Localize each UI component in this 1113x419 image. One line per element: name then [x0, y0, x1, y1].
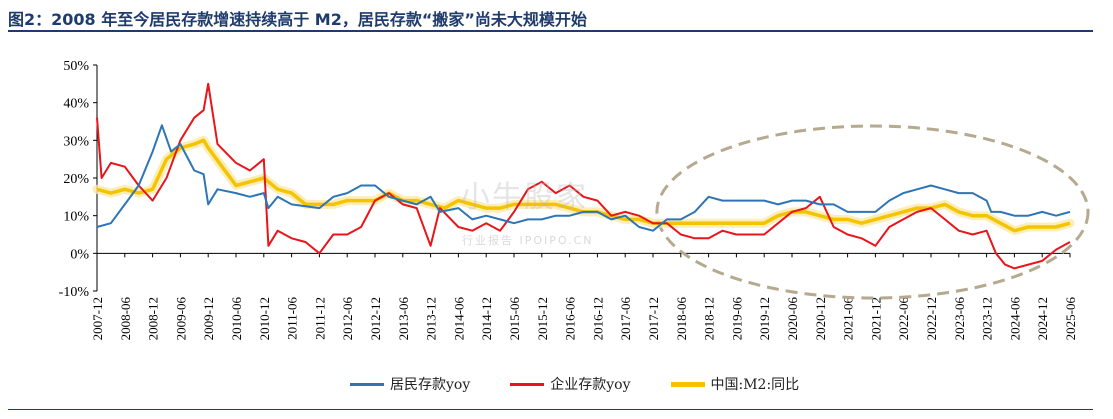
x-tick-label: 2025-06: [1063, 297, 1078, 341]
x-tick-label: 2024-06: [1007, 297, 1022, 341]
watermark: 小牛股家: [460, 180, 588, 215]
watermark-sub: 行业报告 IPOIPO.CN: [462, 234, 594, 247]
series-m2-line: [96, 138, 1071, 233]
x-tick-label: 2008-12: [146, 297, 161, 340]
legend-label-enterprise: 企业存款yoy: [550, 377, 631, 393]
x-tick-label: 2015-06: [507, 297, 522, 341]
x-tick-label: 2011-12: [312, 297, 327, 340]
legend: 居民存款yoy 企业存款yoy 中国:M2:同比: [350, 374, 799, 394]
x-tick-label: 2015-12: [535, 297, 550, 340]
x-tick-label: 2021-12: [868, 297, 883, 340]
y-tick-label: 10%: [63, 210, 89, 225]
legend-swatch-resident: [350, 382, 384, 386]
legend-item-enterprise: 企业存款yoy: [510, 374, 631, 394]
x-tick-label: 2023-12: [980, 297, 995, 340]
y-tick-label: 40%: [63, 97, 89, 112]
y-tick-label: 50%: [63, 59, 89, 74]
x-tick-label: 2017-12: [646, 297, 661, 340]
series-enterprise-line: [96, 82, 1071, 270]
legend-item-m2: 中国:M2:同比: [670, 374, 800, 394]
x-tick-label: 2009-12: [201, 297, 216, 340]
x-tick-label: 2024-12: [1035, 297, 1050, 340]
x-tick-label: 2020-12: [813, 297, 828, 340]
x-tick-label: 2023-06: [952, 297, 967, 341]
y-tick-label: 30%: [63, 134, 89, 149]
x-tick-label: 2014-12: [479, 297, 494, 340]
x-tick-label: 2022-06: [896, 297, 911, 341]
series-resident-line: [96, 124, 1071, 232]
legend-label-m2: 中国:M2:同比: [710, 377, 800, 393]
chart-title: 图2：2008 年至今居民存款增速持续高于 M2，居民存款“搬家”尚未大规模开始: [8, 10, 587, 29]
x-tick-label: 2016-12: [590, 297, 605, 340]
y-tick-label: -10%: [59, 285, 90, 300]
x-tick-label: 2012-12: [368, 297, 383, 340]
x-tick-label: 2013-12: [424, 297, 439, 340]
x-tick-label: 2016-06: [563, 297, 578, 341]
x-tick-label: 2010-12: [257, 297, 272, 340]
x-tick-label: 2009-06: [173, 297, 188, 341]
x-tick-label: 2022-12: [924, 297, 939, 340]
x-tick-label: 2019-06: [729, 297, 744, 341]
x-tick-label: 2007-12: [90, 297, 105, 340]
legend-swatch-enterprise: [510, 382, 545, 386]
y-tick-label: 20%: [63, 172, 89, 187]
x-tick-label: 2013-06: [396, 297, 411, 341]
bottom-rule: [8, 409, 1093, 410]
x-tick-label: 2017-06: [618, 297, 633, 341]
x-tick-label: 2019-12: [757, 297, 772, 340]
x-tick-label: 2018-06: [674, 297, 689, 341]
x-tick-label: 2011-06: [285, 297, 300, 340]
legend-item-resident: 居民存款yoy: [350, 374, 470, 394]
x-tick-label: 2010-06: [229, 297, 244, 341]
legend-label-resident: 居民存款yoy: [390, 377, 471, 393]
legend-swatch-m2: [670, 381, 705, 387]
y-tick-label: 0%: [70, 247, 89, 262]
x-tick-label: 2018-12: [702, 297, 717, 340]
x-tick-label: 2021-06: [841, 297, 856, 341]
x-tick-label: 2012-06: [340, 297, 355, 341]
x-tick-label: 2008-06: [118, 297, 133, 341]
x-tick-label: 2014-06: [451, 297, 466, 341]
x-tick-label: 2020-06: [785, 297, 800, 341]
title-rule: [8, 30, 1093, 32]
highlight-ellipse: [655, 124, 1090, 300]
